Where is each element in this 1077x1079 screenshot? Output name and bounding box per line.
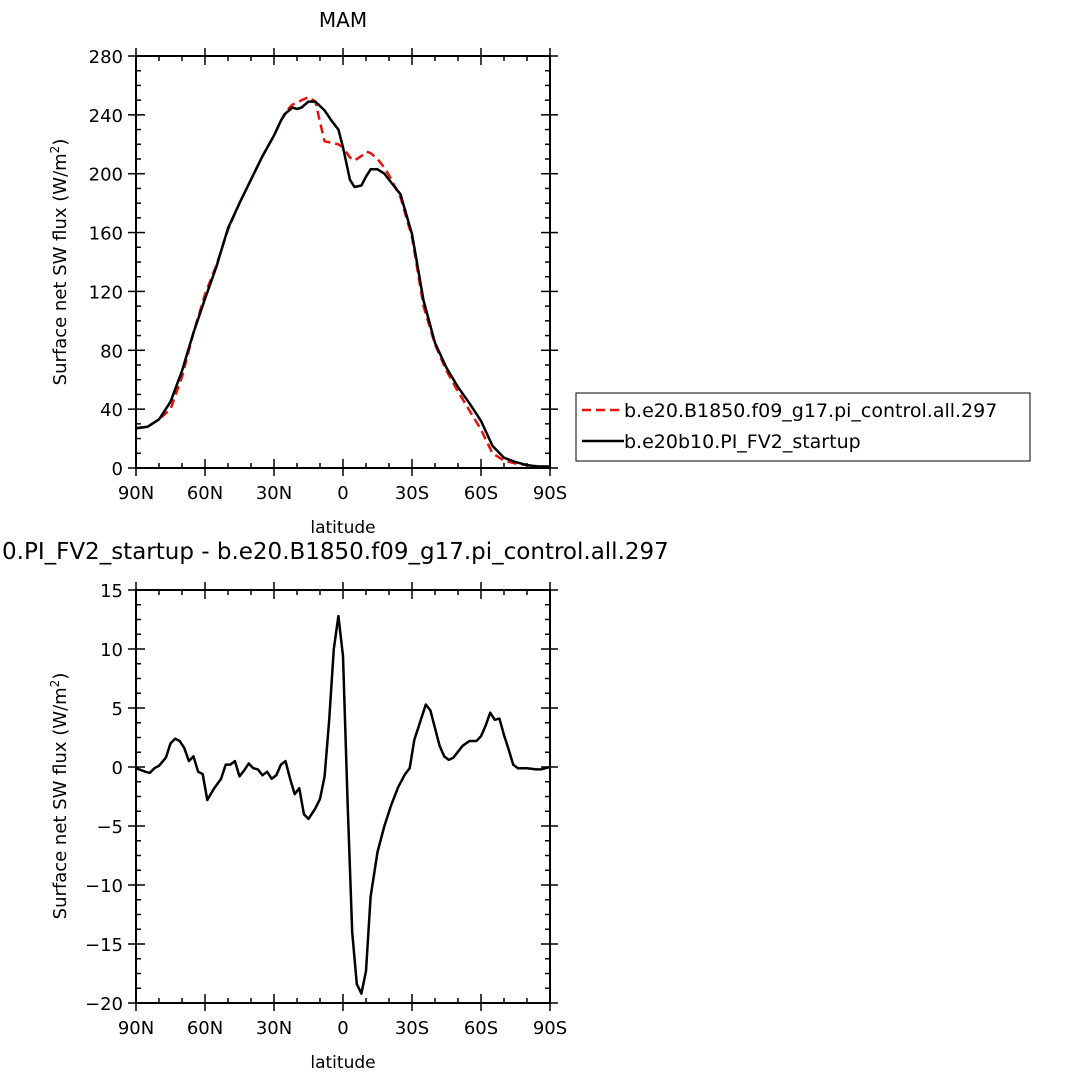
bottom-y-axis-label-main: Surface net SW flux (W/m xyxy=(50,687,71,919)
bottom-x-tick-label: 30N xyxy=(256,1018,292,1039)
top-x-tick-label: 60N xyxy=(187,483,223,504)
bottom-y-tick-label: −5 xyxy=(96,817,123,838)
top-y-axis-label: Surface net SW flux (W/m2) xyxy=(48,139,71,386)
bottom-panel: 0.PI_FV2_startup - b.e20.B1850.f09_g17.p… xyxy=(2,539,669,1073)
bottom-y-axis-label-close: ) xyxy=(50,673,71,680)
bottom-x-tick-label: 0 xyxy=(337,1018,348,1039)
bottom-x-tick-label: 60S xyxy=(464,1018,498,1039)
bottom-series-group xyxy=(135,614,551,995)
top-y-tick-label: 80 xyxy=(100,341,123,362)
legend-label-series-1: b.e20.B1850.f09_g17.pi_control.all.297 xyxy=(624,400,997,422)
bottom-y-axis-label: Surface net SW flux (W/m2) xyxy=(48,673,71,920)
top-y-axis-label-close: ) xyxy=(50,139,71,146)
top-x-tick-label: 90N xyxy=(118,483,154,504)
top-x-tick-label: 90S xyxy=(533,483,567,504)
bottom-y-tick-label: 10 xyxy=(100,640,123,661)
top-y-tick-label: 120 xyxy=(89,282,123,303)
top-y-tick-label: 240 xyxy=(89,106,123,127)
top-y-axis-label-main: Surface net SW flux (W/m xyxy=(50,153,71,385)
top-x-tick-label: 30S xyxy=(395,483,429,504)
legend-label-series-2: b.e20b10.PI_FV2_startup xyxy=(624,431,861,453)
legend-box xyxy=(575,392,1031,462)
top-y-tick-label: 280 xyxy=(89,47,123,68)
top-x-axis-label: latitude xyxy=(310,518,375,538)
bottom-x-axis-label: latitude xyxy=(310,1053,375,1073)
bottom-ticks-group: 90N 60N 30N 0 30S 60S 90S −20 −15 −10 −5 0 5 10 15 xyxy=(85,581,567,1039)
top-x-tick-label: 30N xyxy=(256,483,292,504)
top-y-tick-label: 0 xyxy=(112,459,123,480)
bottom-y-tick-label: 0 xyxy=(112,758,123,779)
top-y-axis-label-sup: 2 xyxy=(48,146,62,154)
bottom-y-tick-label: 5 xyxy=(112,699,123,720)
top-y-tick-label: 160 xyxy=(89,224,123,245)
bottom-y-tick-label: −20 xyxy=(85,994,123,1015)
top-x-tick-label: 0 xyxy=(337,483,348,504)
bottom-series-line-1 xyxy=(135,614,551,995)
bottom-x-tick-label: 90N xyxy=(118,1018,154,1039)
bottom-y-axis-label-sup: 2 xyxy=(48,680,62,688)
bottom-x-tick-label: 30S xyxy=(395,1018,429,1039)
bottom-y-tick-label: −15 xyxy=(85,935,123,956)
top-legend: b.e20.B1850.f09_g17.pi_control.all.297 b… xyxy=(575,392,1031,462)
top-series-line-2 xyxy=(135,100,550,468)
top-ticks-group: 90N 60N 30N 0 30S 60S 90S 0 40 80 120 160 200 240 280 xyxy=(89,47,568,504)
top-series-group xyxy=(135,95,550,468)
bottom-chart-title: 0.PI_FV2_startup - b.e20.B1850.f09_g17.p… xyxy=(2,539,669,565)
bottom-x-tick-label: 90S xyxy=(533,1018,567,1039)
top-panel: MAM 90N 60N 30N 0 30S 60S 90S 0 40 80 120 160 200 240… xyxy=(48,8,1031,538)
bottom-x-tick-label: 60N xyxy=(187,1018,223,1039)
bottom-y-tick-label: −10 xyxy=(85,876,123,897)
top-chart-title: MAM xyxy=(319,8,367,32)
top-plot-frame xyxy=(135,55,551,469)
bottom-y-tick-label: 15 xyxy=(100,581,123,602)
top-y-tick-label: 200 xyxy=(89,165,123,186)
top-y-tick-label: 40 xyxy=(100,400,123,421)
top-x-tick-label: 60S xyxy=(464,483,498,504)
